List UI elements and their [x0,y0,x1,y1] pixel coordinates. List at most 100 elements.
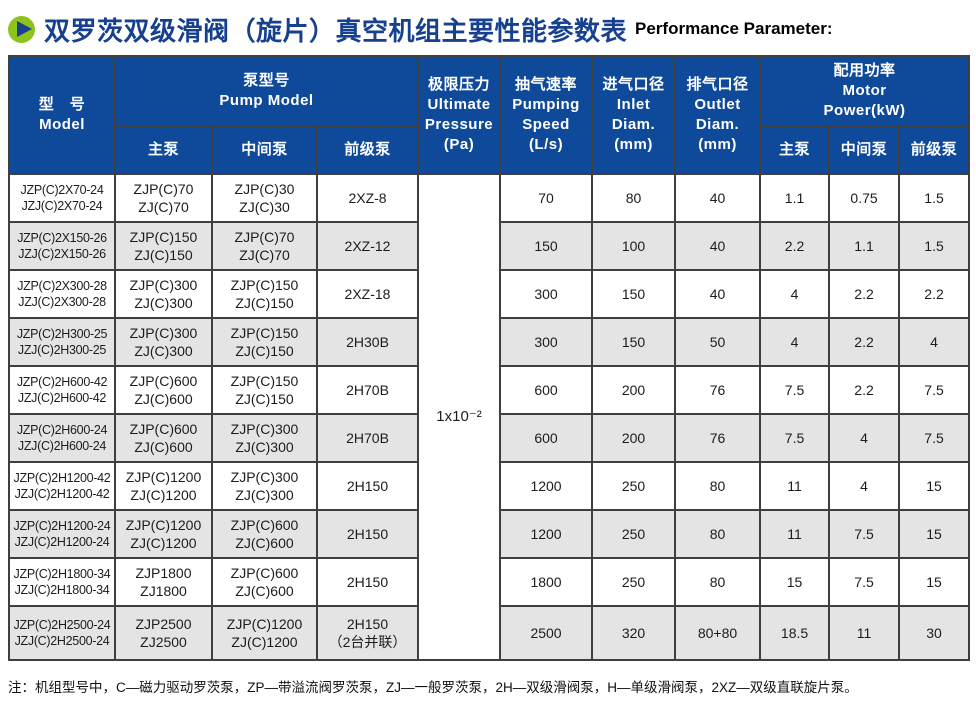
cell-p_fore: 1.5 [898,173,971,223]
col-header-fore-pump: 前级泵 [315,125,420,175]
cell-speed: 70 [499,173,594,223]
cell-inlet: 250 [591,461,677,511]
cell-p_middle: 1.1 [828,221,901,271]
table-row: JZP(C)2H600-42 JZJ(C)2H600-42 ZJP(C)600 Z… [8,365,971,415]
cell-fore: 2XZ-12 [315,221,420,271]
cell-model: JZP(C)2H600-42 JZJ(C)2H600-42 [8,365,116,415]
cell-p_main: 11 [759,509,831,559]
cell-fore: 2H30B [315,317,420,367]
cell-p_middle: 0.75 [828,173,901,223]
col-header-pumping-speed: 抽气速率 Pumping Speed (L/s) [499,55,594,175]
cell-model: JZP(C)2X150-26 JZJ(C)2X150-26 [8,221,116,271]
performance-table: 型 号 Model 泵型号 Pump Model 极限压力 Ultimate P… [8,55,971,661]
cell-model: JZP(C)2X300-28 JZJ(C)2X300-28 [8,269,116,319]
cell-fore: 2H150 [315,509,420,559]
cell-inlet: 100 [591,221,677,271]
cell-fore: 2H150 [315,461,420,511]
cell-speed: 300 [499,317,594,367]
cell-speed: 1200 [499,509,594,559]
cell-outlet: 76 [674,365,762,415]
cell-speed: 2500 [499,605,594,661]
footnote: 注：机组型号中，C—磁力驱动罗茨泵，ZP—带溢流阀罗茨泵，ZJ—一般罗茨泵，2H… [8,680,858,695]
col-header-ultimate-pressure: 极限压力 Ultimate Pressure (Pa) [417,55,502,175]
cell-speed: 1200 [499,461,594,511]
cell-middle: ZJP(C)300 ZJ(C)300 [211,461,318,511]
cell-model: JZP(C)2H1200-24 JZJ(C)2H1200-24 [8,509,116,559]
cell-speed: 150 [499,221,594,271]
cell-fore: 2H70B [315,413,420,463]
cell-p_fore: 30 [898,605,971,661]
page-title: 双罗茨双级滑阀（旋片）真空机组主要性能参数表 Performance Param… [8,7,968,51]
cell-main: ZJP(C)1200 ZJ(C)1200 [114,461,213,511]
table-row: JZP(C)2X300-28 JZJ(C)2X300-28 ZJP(C)300 Z… [8,269,971,319]
cell-fore: 2H70B [315,365,420,415]
cell-inlet: 250 [591,509,677,559]
table-row: JZP(C)2H2500-24 JZJ(C)2H2500-24 ZJP2500 Z… [8,605,971,661]
cell-fore: 2XZ-8 [315,173,420,223]
cell-middle: ZJP(C)600 ZJ(C)600 [211,557,318,607]
cell-p_middle: 2.2 [828,317,901,367]
col-header-pump-model: 泵型号 Pump Model [113,55,420,127]
cell-p_middle: 11 [828,605,901,661]
cell-p_main: 7.5 [759,413,831,463]
cell-ultimate-pressure-value: 1x10⁻² [417,173,502,661]
cell-middle: ZJP(C)70 ZJ(C)70 [211,221,318,271]
cell-model: JZP(C)2H1800-34 JZJ(C)2H1800-34 [8,557,116,607]
cell-middle: ZJP(C)150 ZJ(C)150 [211,317,318,367]
col-header-motor-power: 配用功率 Motor Power(kW) [759,55,971,127]
cell-inlet: 200 [591,365,677,415]
cell-speed: 1800 [499,557,594,607]
table-header: 型 号 Model 泵型号 Pump Model 极限压力 Ultimate P… [8,55,971,175]
cell-main: ZJP(C)70 ZJ(C)70 [114,173,213,223]
table-body: JZP(C)2X70-24 JZJ(C)2X70-24 ZJP(C)70 ZJ(C… [8,173,971,661]
cell-p_main: 11 [759,461,831,511]
page-title-english: Performance Parameter: [635,19,833,38]
cell-main: ZJP(C)1200 ZJ(C)1200 [114,509,213,559]
cell-p_middle: 7.5 [828,509,901,559]
col-header-power-fore: 前级泵 [898,125,971,175]
cell-speed: 600 [499,413,594,463]
cell-model: JZP(C)2H1200-42 JZJ(C)2H1200-42 [8,461,116,511]
cell-outlet: 80 [674,461,762,511]
cell-inlet: 150 [591,269,677,319]
cell-main: ZJP2500 ZJ2500 [114,605,213,661]
cell-p_fore: 15 [898,509,971,559]
cell-p_fore: 7.5 [898,365,971,415]
cell-middle: ZJP(C)30 ZJ(C)30 [211,173,318,223]
cell-p_middle: 4 [828,413,901,463]
col-header-main-pump: 主泵 [114,125,213,175]
cell-middle: ZJP(C)1200 ZJ(C)1200 [211,605,318,661]
cell-p_fore: 7.5 [898,413,971,463]
table-row: JZP(C)2X70-24 JZJ(C)2X70-24 ZJP(C)70 ZJ(C… [8,173,971,661]
cell-outlet: 80 [674,557,762,607]
cell-middle: ZJP(C)150 ZJ(C)150 [211,365,318,415]
cell-inlet: 250 [591,557,677,607]
cell-model: JZP(C)2H2500-24 JZJ(C)2H2500-24 [8,605,116,661]
cell-main: ZJP(C)150 ZJ(C)150 [114,221,213,271]
col-header-inlet-diam: 进气口径 Inlet Diam. (mm) [591,55,677,175]
cell-middle: ZJP(C)600 ZJ(C)600 [211,509,318,559]
page-title-chinese: 双罗茨双级滑阀（旋片）真空机组主要性能参数表 [44,15,628,46]
cell-p_main: 4 [759,317,831,367]
cell-p_main: 7.5 [759,365,831,415]
cell-p_middle: 7.5 [828,557,901,607]
cell-main: ZJP(C)300 ZJ(C)300 [114,269,213,319]
cell-main: ZJP(C)300 ZJ(C)300 [114,317,213,367]
cell-model: JZP(C)2H300-25 JZJ(C)2H300-25 [8,317,116,367]
cell-outlet: 76 [674,413,762,463]
cell-outlet: 40 [674,221,762,271]
cell-speed: 600 [499,365,594,415]
col-header-model: 型 号 Model [8,55,116,175]
cell-outlet: 40 [674,269,762,319]
cell-model: JZP(C)2X70-24 JZJ(C)2X70-24 [8,173,116,223]
cell-fore: 2H150 [315,557,420,607]
cell-p_fore: 1.5 [898,221,971,271]
cell-p_main: 2.2 [759,221,831,271]
col-header-power-middle: 中间泵 [828,125,901,175]
cell-main: ZJP(C)600 ZJ(C)600 [114,365,213,415]
cell-main: ZJP(C)600 ZJ(C)600 [114,413,213,463]
cell-middle: ZJP(C)150 ZJ(C)150 [211,269,318,319]
col-header-outlet-diam: 排气口径 Outlet Diam. (mm) [674,55,762,175]
cell-p_main: 4 [759,269,831,319]
cell-main: ZJP1800 ZJ1800 [114,557,213,607]
